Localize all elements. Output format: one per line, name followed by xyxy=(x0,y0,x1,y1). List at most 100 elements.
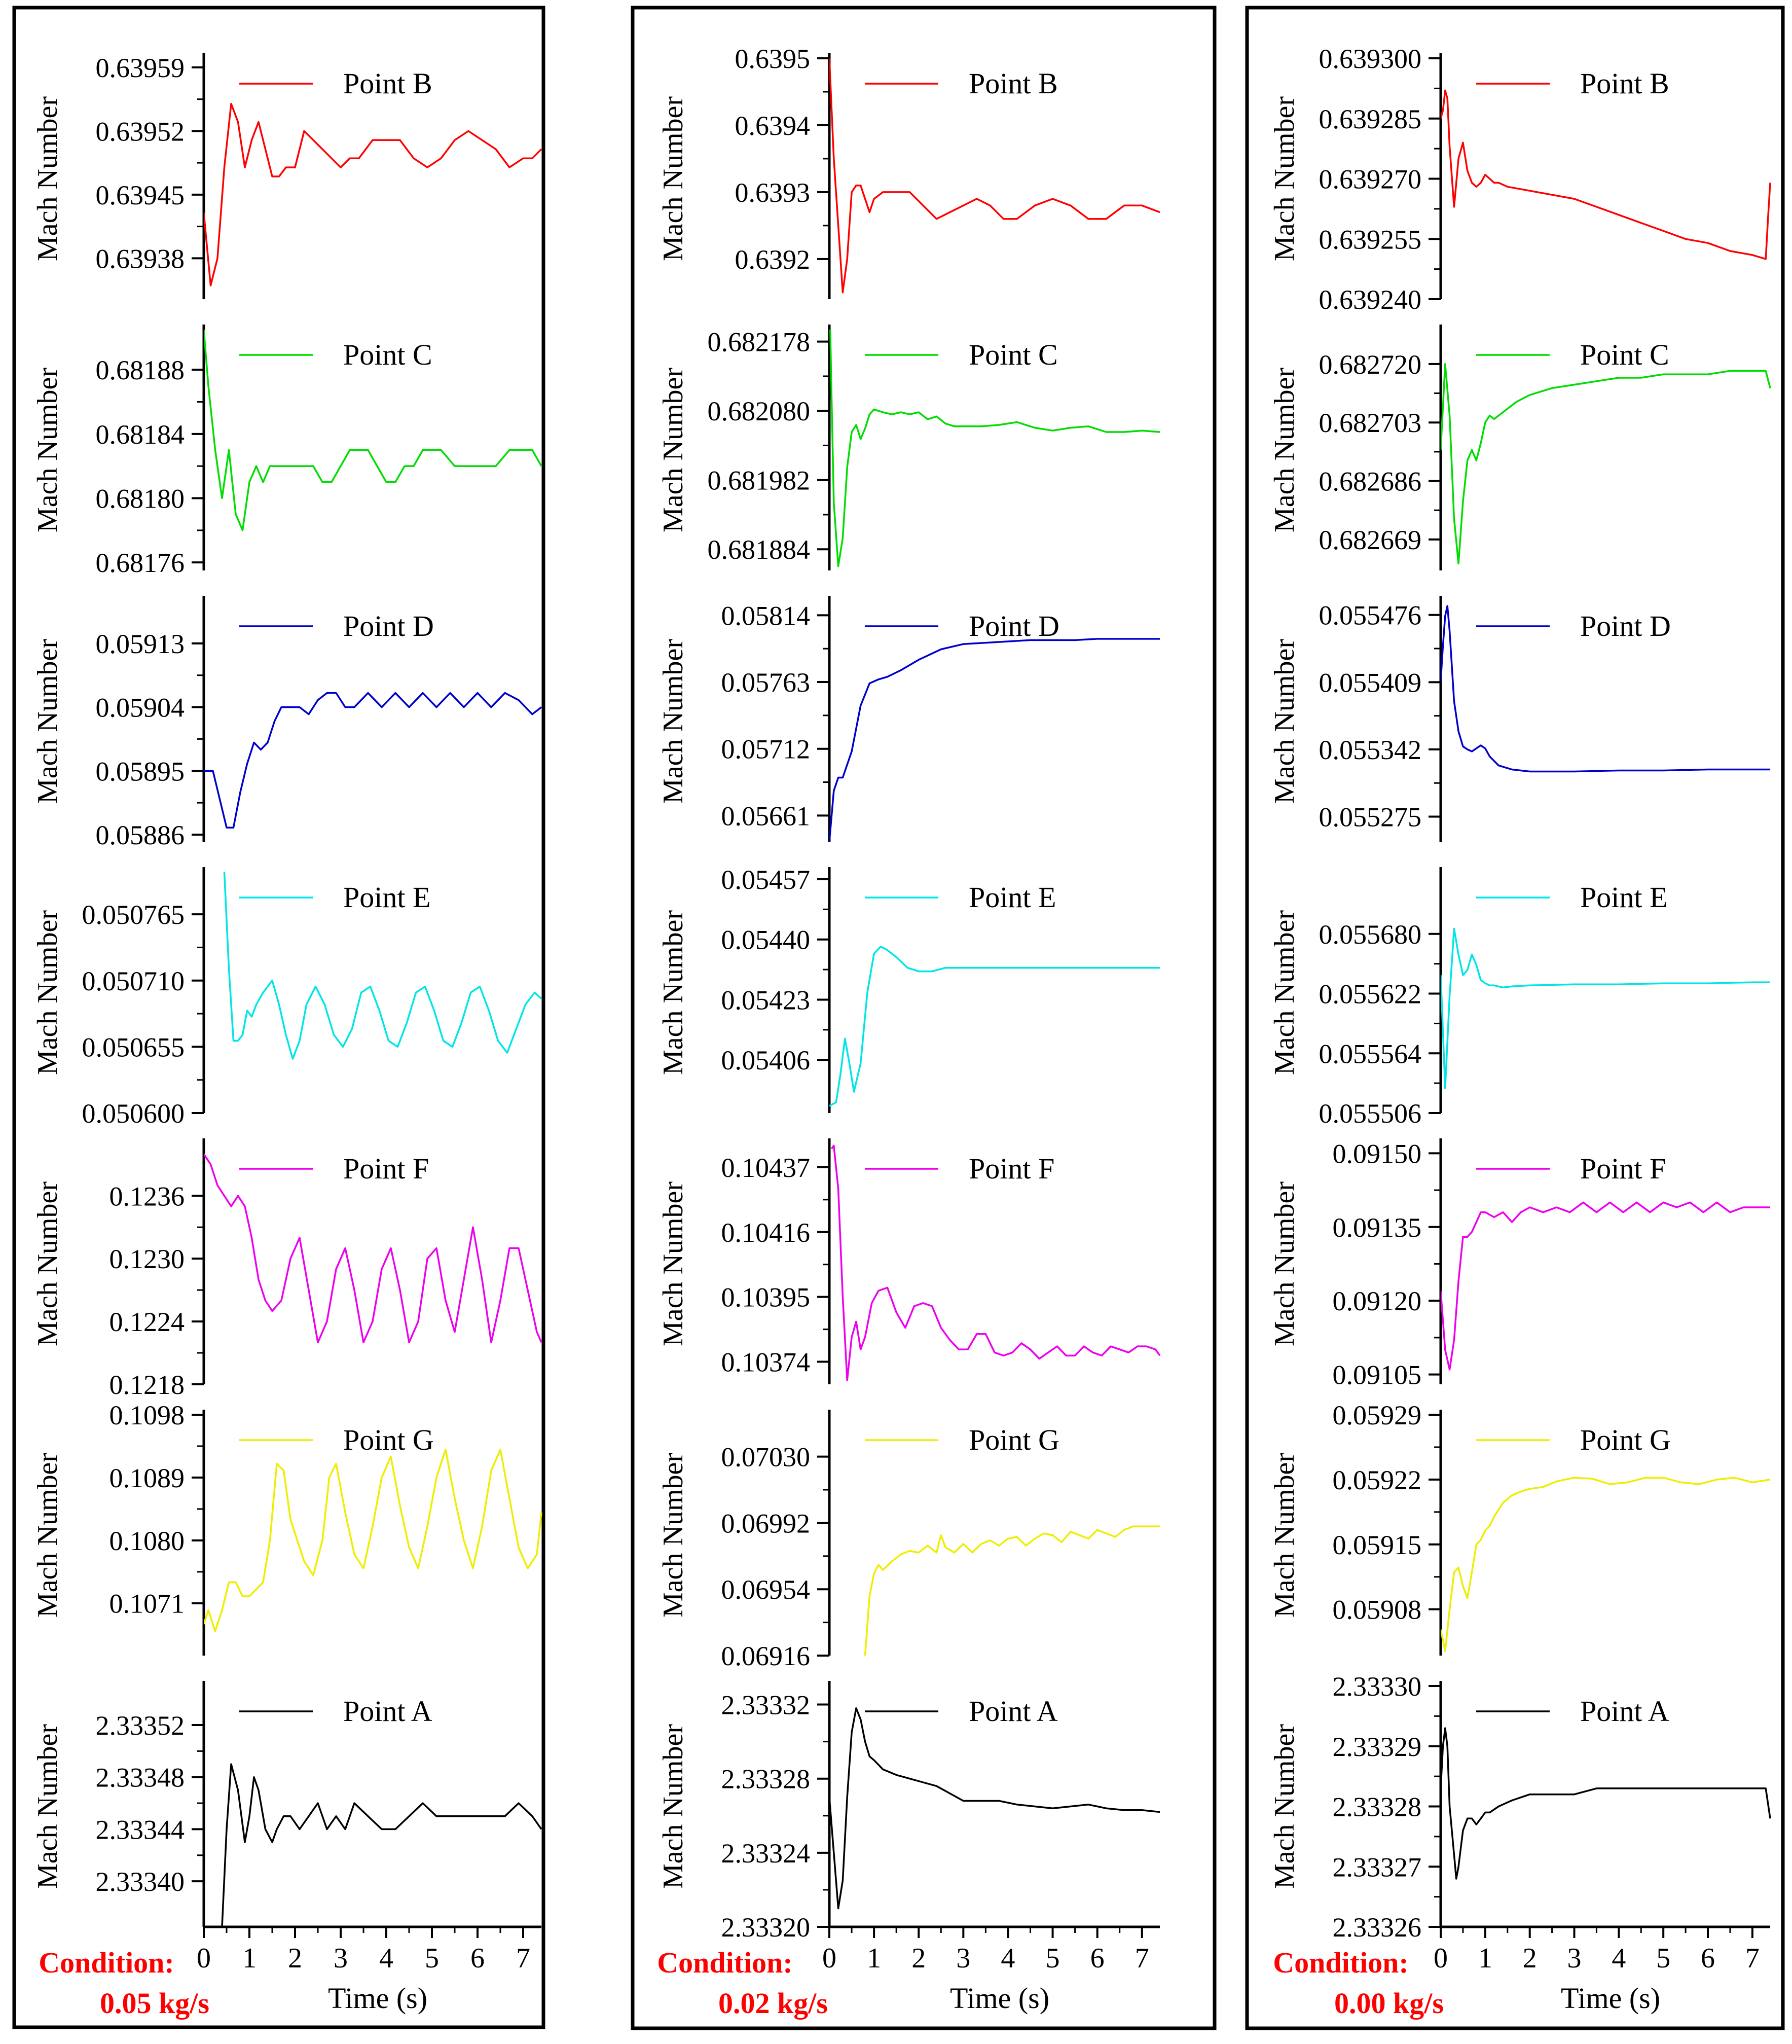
condition-value: 0.00 kg/s xyxy=(1334,1987,1444,2020)
legend-label: Point D xyxy=(969,609,1059,642)
y-tick-label: 0.05904 xyxy=(96,693,185,723)
y-tick-label: 2.33348 xyxy=(96,1763,185,1793)
y-axis-label: Mach Number xyxy=(657,1724,689,1889)
y-tick-label: 0.1218 xyxy=(109,1370,185,1400)
y-tick-label: 0.055409 xyxy=(1319,667,1422,698)
y-tick-label: 0.05814 xyxy=(721,600,811,631)
y-tick-label: 0.09135 xyxy=(1333,1212,1422,1243)
series-line xyxy=(1441,89,1771,260)
x-axis-label: Time (s) xyxy=(328,1982,427,2015)
y-tick-label: 0.05440 xyxy=(721,925,811,955)
subplot-point-c: 0.681884 0.681982 0.682080 0.682178 Mach Num… xyxy=(657,325,1160,570)
y-tick-label: 2.33326 xyxy=(1333,1912,1422,1943)
subplot-point-d: 0.05661 0.05712 0.05763 0.05814 Mach Number P… xyxy=(657,596,1160,842)
x-tick-label: 1 xyxy=(867,1943,881,1974)
y-axis-label: Mach Number xyxy=(32,639,63,804)
subplot-point-f: 0.1218 0.1224 0.1230 0.1236 Mach Number Point… xyxy=(32,1138,542,1400)
legend-label: Point C xyxy=(1580,338,1669,371)
y-tick-label: 2.33352 xyxy=(96,1710,185,1741)
legend-label: Point F xyxy=(1580,1152,1666,1185)
y-tick-label: 0.050765 xyxy=(82,900,185,930)
condition-label: Condition: xyxy=(1273,1946,1409,1979)
x-tick-label: 2 xyxy=(1523,1943,1537,1974)
y-tick-label: 0.1224 xyxy=(109,1307,185,1337)
y-tick-label: 0.06954 xyxy=(721,1574,811,1605)
series-line xyxy=(221,1763,542,1927)
y-tick-label: 0.10437 xyxy=(721,1153,811,1183)
y-tick-label: 0.055275 xyxy=(1319,802,1422,833)
legend-label: Point A xyxy=(1580,1695,1669,1728)
x-tick-label: 0 xyxy=(822,1943,836,1974)
x-tick-label: 7 xyxy=(1745,1943,1760,1974)
x-tick-label: 1 xyxy=(242,1943,257,1974)
chart-column-2: 0.6392 0.6393 0.6394 0.6395 Mach Number Point… xyxy=(631,6,1217,2030)
y-tick-label: 0.6392 xyxy=(735,244,811,275)
x-tick-label: 2 xyxy=(288,1943,302,1974)
legend-label: Point B xyxy=(969,67,1058,100)
y-tick-label: 0.05406 xyxy=(721,1045,811,1075)
y-tick-label: 0.055506 xyxy=(1319,1098,1422,1129)
y-tick-label: 0.1230 xyxy=(109,1244,185,1274)
series-line xyxy=(829,58,1160,294)
subplot-point-a: 2.33326 2.33327 2.33328 2.33329 2.33330 Mach … xyxy=(1269,1671,1771,1943)
y-tick-label: 0.05913 xyxy=(96,629,185,659)
x-axis-label: Time (s) xyxy=(950,1982,1049,2015)
y-tick-label: 0.055564 xyxy=(1319,1038,1422,1069)
column-frame xyxy=(12,6,545,2029)
series-line xyxy=(864,1525,1160,1656)
legend-label: Point B xyxy=(1580,67,1669,100)
y-tick-label: 0.68180 xyxy=(96,484,185,514)
series-line xyxy=(204,329,542,531)
y-axis-label: Mach Number xyxy=(1269,368,1300,532)
y-tick-label: 0.63945 xyxy=(96,180,185,210)
x-tick-label: 6 xyxy=(1090,1943,1105,1974)
y-tick-label: 2.33340 xyxy=(96,1867,185,1897)
y-tick-label: 0.05922 xyxy=(1333,1465,1422,1495)
subplot-point-g: 0.1071 0.1080 0.1089 0.1098 Mach Number Point… xyxy=(32,1400,542,1656)
y-tick-label: 0.639240 xyxy=(1319,284,1422,315)
y-axis-label: Mach Number xyxy=(1269,910,1300,1075)
y-tick-label: 2.33344 xyxy=(96,1814,185,1845)
y-tick-label: 0.1236 xyxy=(109,1181,185,1211)
series-line xyxy=(1441,605,1770,773)
y-axis-label: Mach Number xyxy=(32,1181,63,1346)
y-tick-label: 0.682669 xyxy=(1319,525,1422,555)
y-tick-label: 0.05908 xyxy=(1333,1595,1422,1625)
series-line xyxy=(204,102,542,286)
y-tick-label: 0.1098 xyxy=(109,1400,185,1430)
legend-label: Point F xyxy=(343,1152,429,1185)
y-axis-label: Mach Number xyxy=(32,910,63,1075)
x-tick-label: 7 xyxy=(516,1943,530,1974)
y-tick-label: 0.63959 xyxy=(96,53,185,83)
y-tick-label: 2.33328 xyxy=(721,1764,811,1795)
y-axis-label: Mach Number xyxy=(657,368,689,532)
subplot-point-b: 0.6392 0.6393 0.6394 0.6395 Mach Number Point… xyxy=(657,44,1160,299)
y-tick-label: 0.6393 xyxy=(735,177,811,208)
chart-column-1: 0.63938 0.63945 0.63952 0.63959 Mach Number P… xyxy=(12,6,545,2029)
subplot-point-a: 2.33340 2.33344 2.33348 2.33352 Mach Number P… xyxy=(32,1681,542,1927)
y-axis-label: Mach Number xyxy=(657,639,689,804)
legend-label: Point B xyxy=(343,67,432,100)
series-line xyxy=(1441,927,1770,1090)
legend-label: Point G xyxy=(969,1423,1059,1456)
legend-label: Point D xyxy=(1580,609,1671,642)
series-line xyxy=(830,1144,1161,1381)
y-tick-label: 0.10374 xyxy=(721,1347,811,1378)
y-tick-label: 0.639300 xyxy=(1319,44,1422,74)
chart-column-3: 0.639240 0.639255 0.639270 0.639285 0.639300… xyxy=(1245,6,1785,2030)
x-tick-label: 4 xyxy=(1612,1943,1626,1974)
y-tick-label: 0.05661 xyxy=(721,801,811,831)
y-tick-label: 2.33332 xyxy=(721,1690,811,1720)
y-tick-label: 0.639270 xyxy=(1319,164,1422,195)
legend-label: Point A xyxy=(969,1695,1058,1728)
condition-value: 0.02 kg/s xyxy=(718,1987,828,2020)
subplot-point-d: 0.055275 0.055342 0.055409 0.055476 Mach Num… xyxy=(1269,596,1770,842)
y-tick-label: 0.6395 xyxy=(735,44,811,74)
x-tick-label: 7 xyxy=(1135,1943,1149,1974)
y-tick-label: 0.05763 xyxy=(721,667,811,698)
x-tick-label: 0 xyxy=(197,1943,211,1974)
x-tick-label: 4 xyxy=(1001,1943,1015,1974)
y-tick-label: 0.682178 xyxy=(708,327,811,357)
y-tick-label: 0.050600 xyxy=(82,1098,185,1129)
